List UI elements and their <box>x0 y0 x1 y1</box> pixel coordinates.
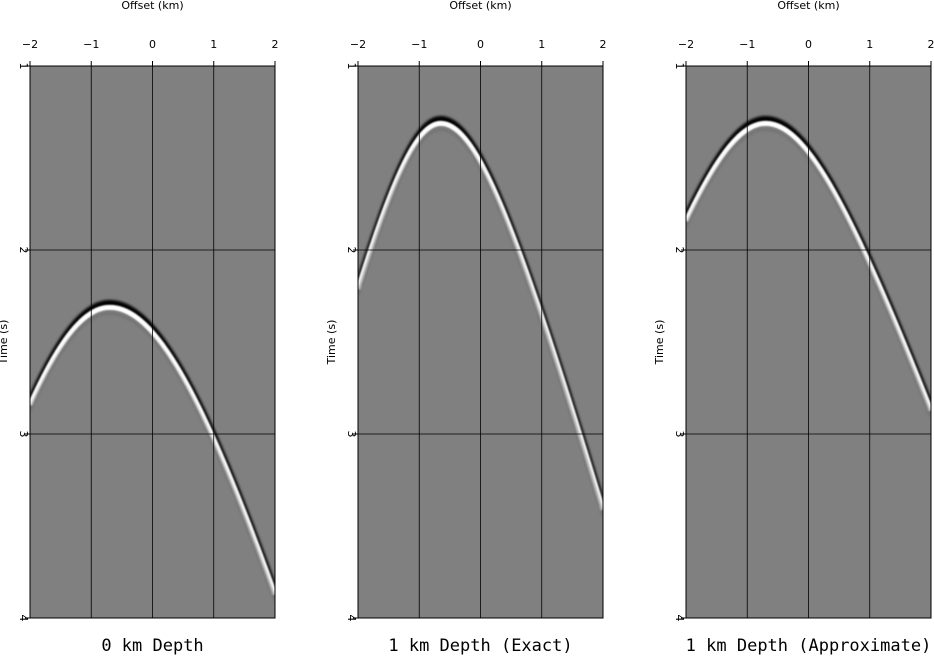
y-tick-label: 1 <box>17 63 30 70</box>
y-tick-label: 1 <box>345 63 358 70</box>
panel-title: 0 km Depth <box>101 636 203 656</box>
y-tick-label: 2 <box>345 247 358 254</box>
y-axis-label: Time (s) <box>653 320 666 366</box>
y-tick-label: 4 <box>17 615 30 622</box>
panel-title: 1 km Depth (Exact) <box>388 636 572 656</box>
x-tick-label: −2 <box>678 38 694 51</box>
y-tick-label: 3 <box>673 431 686 438</box>
y-tick-label: 2 <box>673 247 686 254</box>
panel-2: −2 −1 0 1 2 1 2 3 4 Offset (km) Time (s) 1 km Depth… <box>325 0 607 656</box>
y-tick-label: 2 <box>17 247 30 254</box>
x-tick-label: −1 <box>83 38 99 51</box>
x-tick-label: −1 <box>411 38 427 51</box>
panel-3: −2 −1 0 1 2 1 2 3 4 Offset (km) Time (s) 1 km Depth… <box>653 0 934 656</box>
panel-1: −2 −1 0 1 2 1 2 3 4 Offset (km) Time (s) 0 km Depth <box>0 0 279 656</box>
x-tick-label: 1 <box>866 38 873 51</box>
y-tick-label: 1 <box>673 63 686 70</box>
x-tick-label: −1 <box>739 38 755 51</box>
x-tick-label: 2 <box>272 38 279 51</box>
y-tick-label: 4 <box>345 615 358 622</box>
y-tick-label: 4 <box>673 615 686 622</box>
x-tick-label: 2 <box>600 38 607 51</box>
y-tick-label: 3 <box>17 431 30 438</box>
y-axis-label: Time (s) <box>325 320 338 366</box>
x-tick-label: 0 <box>477 38 484 51</box>
x-tick-label: −2 <box>22 38 38 51</box>
panel-title: 1 km Depth (Approximate) <box>686 636 932 656</box>
x-tick-label: 0 <box>149 38 156 51</box>
x-tick-label: 0 <box>805 38 812 51</box>
x-tick-label: 2 <box>928 38 934 51</box>
x-axis-label: Offset (km) <box>449 0 511 12</box>
y-axis-label: Time (s) <box>0 320 10 366</box>
y-tick-label: 3 <box>345 431 358 438</box>
x-tick-label: 1 <box>210 38 217 51</box>
x-tick-label: −2 <box>350 38 366 51</box>
x-tick-label: 1 <box>538 38 545 51</box>
x-axis-label: Offset (km) <box>121 0 183 12</box>
x-axis-label: Offset (km) <box>777 0 839 12</box>
